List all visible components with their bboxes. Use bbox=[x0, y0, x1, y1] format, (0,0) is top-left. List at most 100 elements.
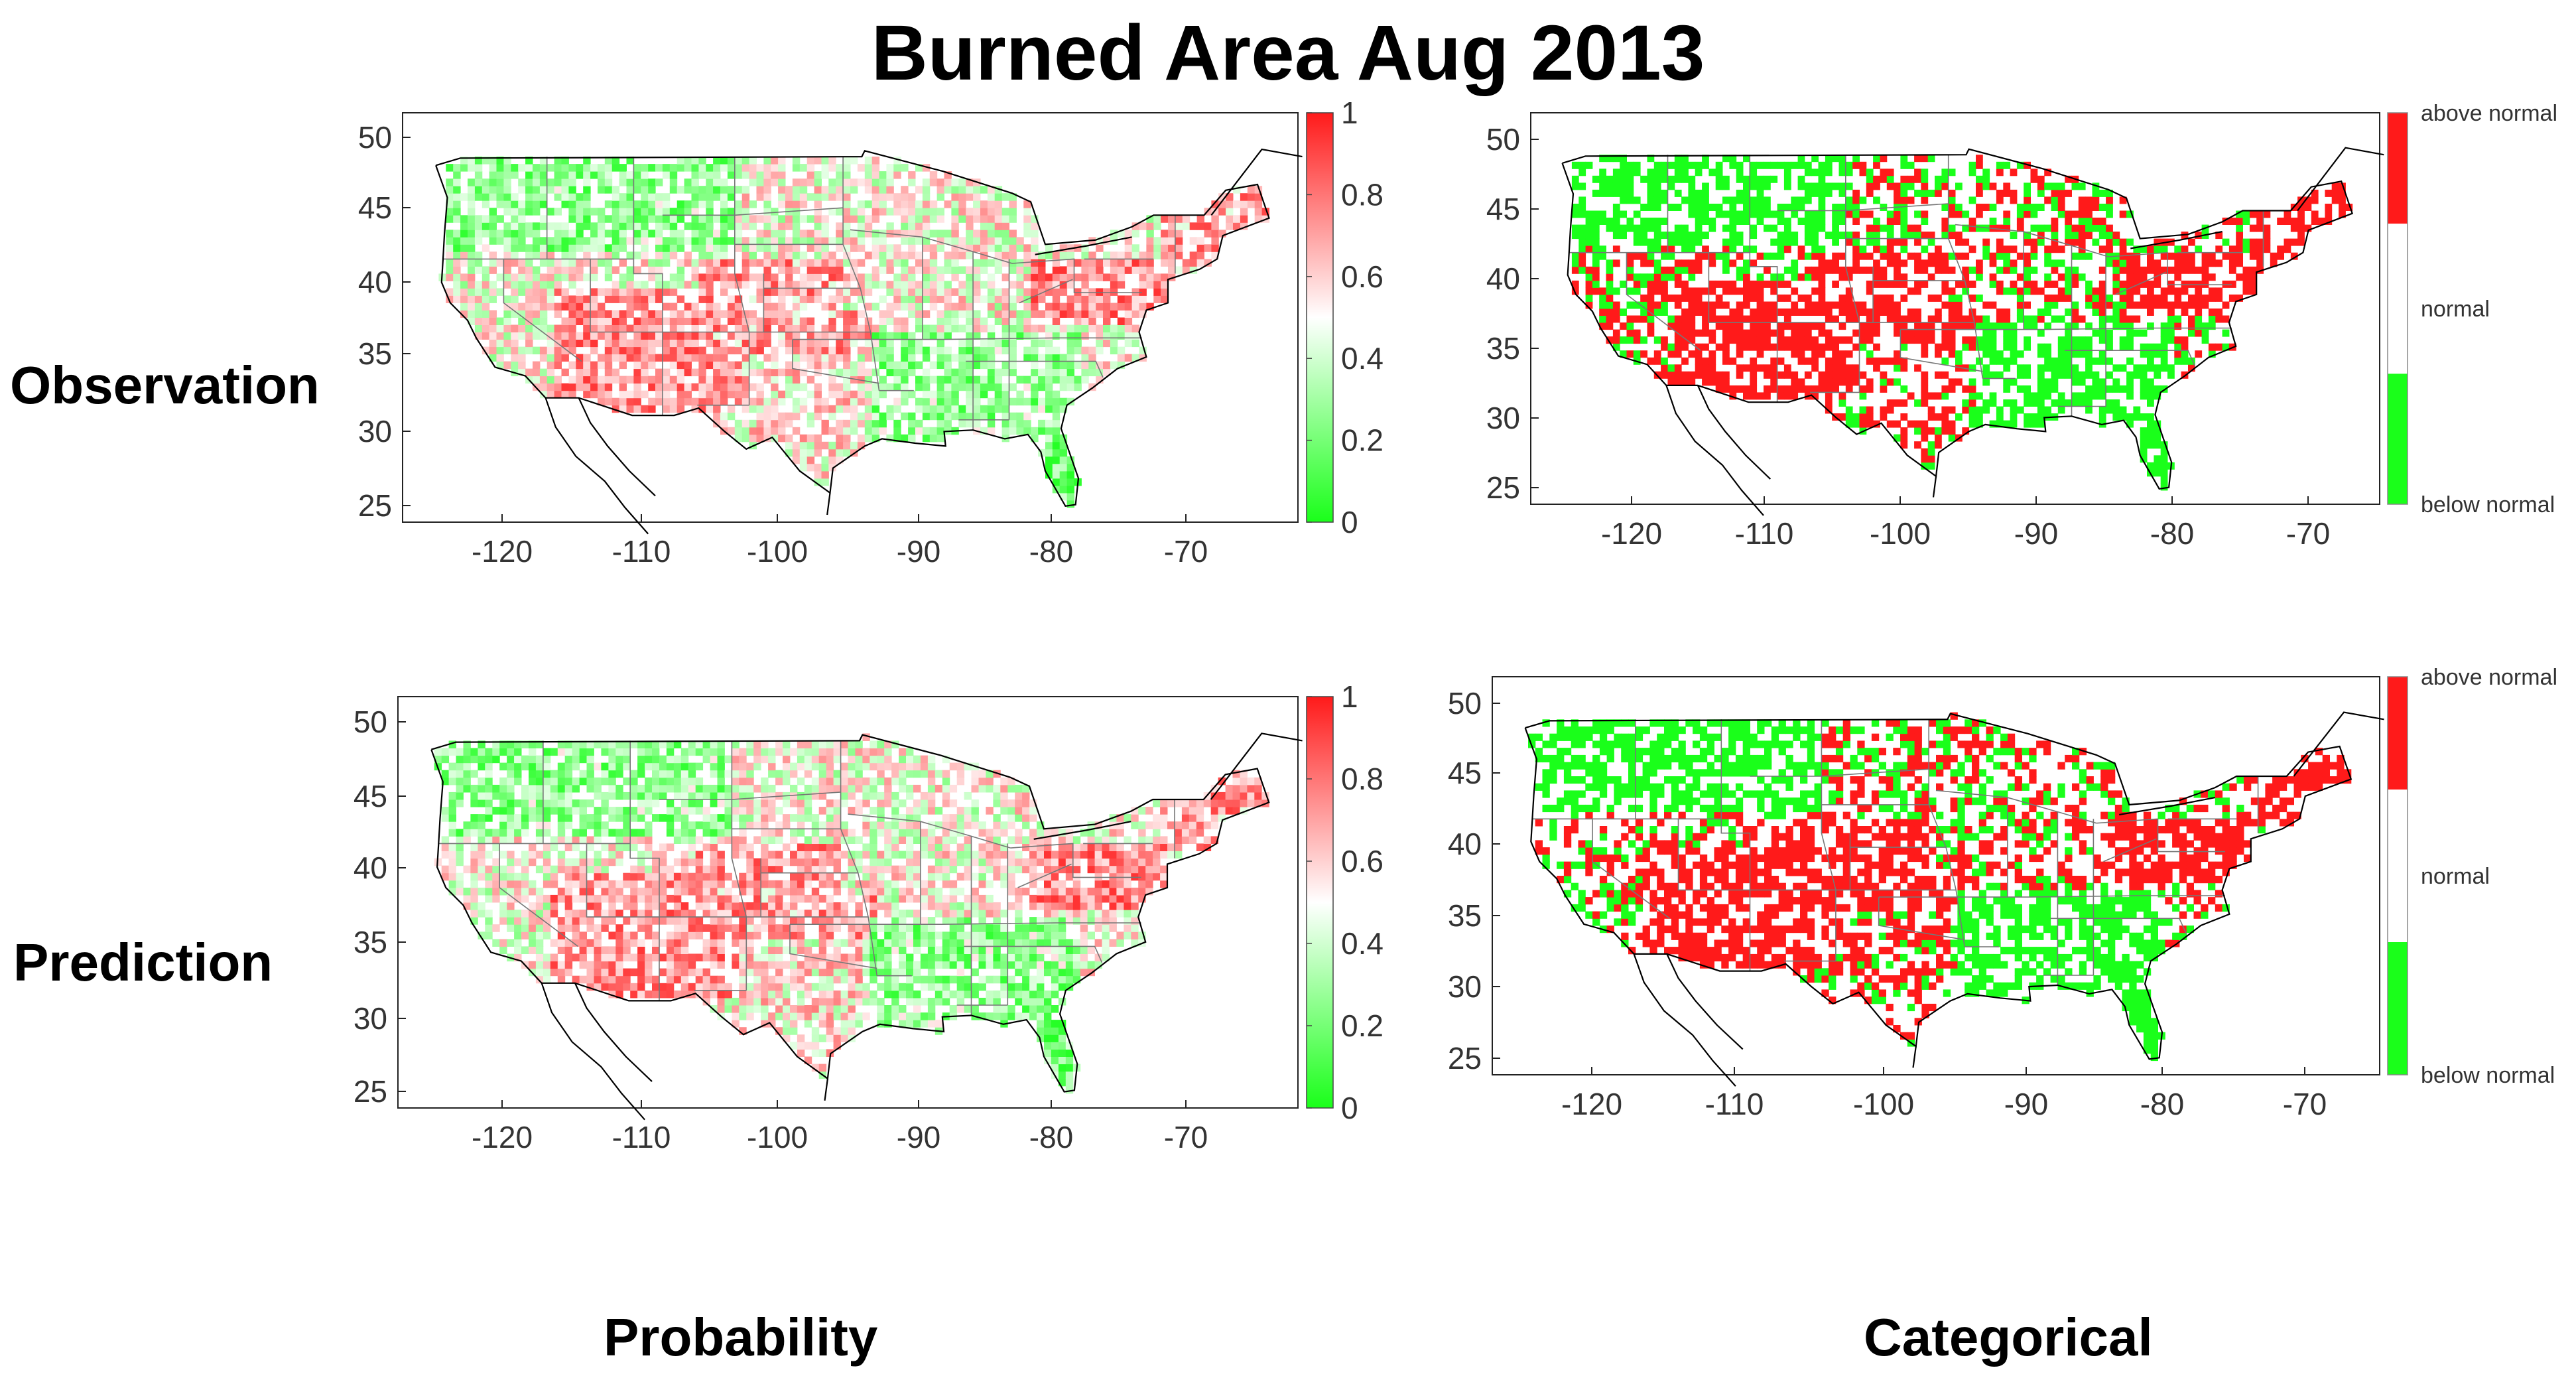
colorbar-tick-label: 0.4 bbox=[1341, 341, 1384, 376]
grid-cell bbox=[836, 448, 844, 457]
grid-cell bbox=[2044, 259, 2051, 267]
grid-cell bbox=[1818, 309, 1826, 316]
grid-cell bbox=[590, 266, 598, 274]
grid-cell bbox=[662, 376, 671, 384]
grid-cell bbox=[1606, 224, 1614, 232]
grid-cell bbox=[499, 777, 507, 786]
grid-cell bbox=[2140, 245, 2148, 253]
grid-cell bbox=[568, 332, 576, 340]
grid-cell bbox=[1175, 251, 1183, 259]
grid-cell bbox=[1653, 182, 1661, 190]
grid-cell bbox=[1045, 244, 1053, 252]
grid-cell bbox=[2318, 218, 2325, 225]
grid-cell bbox=[2236, 245, 2243, 253]
grid-cell bbox=[554, 230, 562, 238]
grid-cell bbox=[1009, 215, 1017, 223]
grid-cell bbox=[1914, 210, 1921, 218]
grid-cell bbox=[684, 222, 692, 230]
grid-cell bbox=[1914, 169, 1921, 176]
grid-cell bbox=[2037, 189, 2045, 197]
grid-cell bbox=[554, 281, 562, 289]
grid-cell bbox=[2297, 210, 2305, 218]
grid-cell bbox=[1894, 322, 1901, 330]
grid-cell bbox=[1921, 336, 1929, 344]
grid-cell bbox=[893, 427, 901, 435]
grid-cell bbox=[1783, 364, 1791, 372]
grid-cell bbox=[792, 303, 801, 310]
grid-cell bbox=[539, 288, 548, 296]
grid-cell bbox=[864, 251, 873, 259]
grid-cell bbox=[1131, 251, 1139, 259]
col-label-categorical: Categorical bbox=[1864, 1308, 2153, 1367]
grid-cell bbox=[1756, 287, 1764, 295]
grid-cell bbox=[1804, 210, 1812, 218]
grid-cell bbox=[893, 230, 901, 238]
grid-cell bbox=[453, 200, 461, 208]
grid-cell bbox=[1764, 196, 1771, 204]
grid-cell bbox=[720, 324, 728, 332]
grid-cell bbox=[1927, 427, 1935, 435]
grid-cell bbox=[1989, 399, 1997, 407]
grid-cell bbox=[908, 339, 916, 348]
grid-cell bbox=[1715, 343, 1723, 351]
grid-cell bbox=[915, 310, 923, 318]
grid-cell bbox=[1031, 361, 1039, 370]
grid-cell bbox=[1626, 161, 1634, 169]
grid-cell bbox=[734, 171, 743, 179]
grid-cell bbox=[799, 193, 808, 201]
grid-cell bbox=[806, 441, 815, 450]
grid-cell bbox=[2065, 224, 2072, 232]
grid-cell bbox=[641, 178, 649, 186]
grid-cell bbox=[2140, 385, 2148, 393]
grid-cell bbox=[1240, 215, 1248, 223]
grid-cell bbox=[1175, 244, 1183, 252]
grid-cell bbox=[1859, 161, 1867, 169]
grid-cell bbox=[713, 354, 721, 362]
grid-cell bbox=[1254, 215, 1263, 223]
grid-cell bbox=[576, 200, 584, 208]
grid-cell bbox=[1074, 303, 1082, 310]
grid-cell bbox=[1804, 189, 1812, 197]
grid-cell bbox=[1045, 303, 1053, 310]
grid-cell bbox=[478, 887, 485, 896]
grid-cell bbox=[1153, 288, 1161, 296]
grid-cell bbox=[1708, 364, 1716, 372]
grid-cell bbox=[778, 332, 786, 340]
grid-cell bbox=[1653, 232, 1661, 240]
grid-cell bbox=[533, 164, 541, 172]
grid-cell bbox=[1653, 336, 1661, 344]
grid-cell bbox=[871, 178, 880, 186]
grid-cell bbox=[951, 251, 959, 259]
grid-cell bbox=[448, 814, 456, 822]
grid-cell bbox=[492, 872, 500, 881]
grid-cell bbox=[1791, 287, 1799, 295]
grid-cell bbox=[662, 405, 671, 413]
grid-cell bbox=[448, 807, 456, 815]
grid-cell bbox=[756, 215, 764, 223]
grid-cell bbox=[1023, 251, 1031, 259]
grid-cell bbox=[1254, 186, 1263, 194]
grid-cell bbox=[525, 368, 533, 377]
grid-cell bbox=[1059, 478, 1068, 486]
grid-cell bbox=[771, 354, 779, 362]
grid-cell bbox=[441, 865, 450, 874]
grid-cell bbox=[590, 208, 598, 216]
grid-cell bbox=[1096, 244, 1104, 252]
grid-cell bbox=[1674, 294, 1682, 302]
figure-title: Burned Area Aug 2013 bbox=[871, 9, 1705, 97]
grid-cell bbox=[1783, 218, 1791, 225]
grid-cell bbox=[2071, 266, 2079, 274]
grid-cell bbox=[554, 346, 562, 355]
grid-cell bbox=[973, 346, 981, 355]
grid-cell bbox=[973, 376, 981, 384]
grid-cell bbox=[1838, 189, 1846, 197]
grid-cell bbox=[533, 251, 541, 259]
grid-cell bbox=[994, 208, 1003, 216]
grid-cell bbox=[958, 281, 966, 289]
grid-cell bbox=[771, 376, 779, 384]
grid-cell bbox=[2065, 287, 2072, 295]
grid-cell bbox=[1764, 252, 1771, 260]
grid-cell bbox=[489, 208, 497, 216]
grid-cell bbox=[1797, 322, 1805, 330]
grid-cell bbox=[741, 339, 750, 348]
